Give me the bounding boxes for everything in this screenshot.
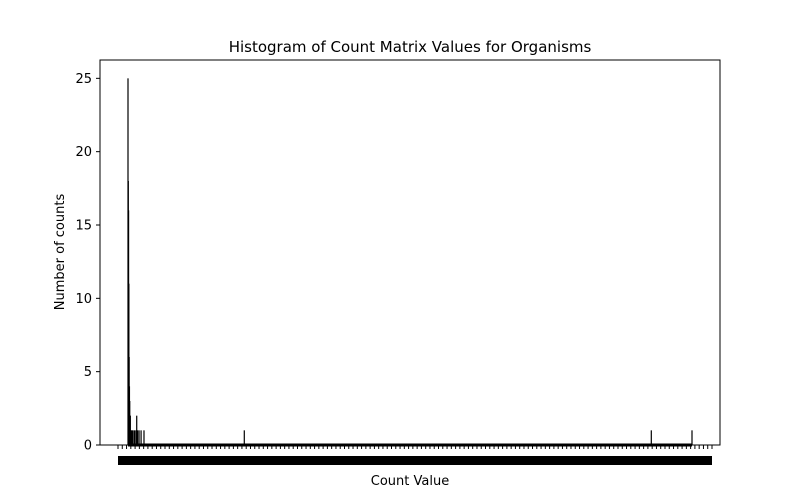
x-ticks-group: [117, 445, 713, 465]
histogram-bar: [129, 415, 131, 445]
histogram-bar: [138, 430, 140, 445]
y-tick-label: 20: [75, 145, 92, 160]
histogram-bar: [650, 430, 652, 445]
y-tick-label: 0: [84, 439, 92, 454]
plot-area: [100, 60, 720, 445]
histogram-bar: [143, 430, 145, 445]
y-axis-label: Number of counts: [53, 194, 68, 311]
plot-frame: [99, 59, 721, 446]
y-tick-label: 5: [84, 365, 92, 380]
y-tick-label: 15: [75, 219, 92, 234]
x-axis-label: Count Value: [371, 474, 449, 489]
x-tick-labels-overlap: [118, 456, 712, 465]
histogram-bar: [135, 430, 137, 445]
histogram-bar: [131, 430, 133, 445]
y-tick-label: 25: [75, 72, 92, 87]
y-ticks-group: 0 5 10 15 20 25: [75, 72, 100, 454]
histogram-bar: [130, 430, 132, 445]
histogram-bar: [133, 430, 135, 445]
histogram-bar: [136, 430, 139, 445]
histogram-bar: [243, 430, 245, 445]
chart-title: Histogram of Count Matrix Values for Org…: [229, 38, 592, 56]
histogram-bar: [140, 430, 142, 445]
y-tick-label: 10: [75, 292, 92, 307]
histogram-bar: [136, 415, 138, 445]
histogram-bar: [691, 430, 693, 445]
histogram-bar: [132, 430, 134, 445]
